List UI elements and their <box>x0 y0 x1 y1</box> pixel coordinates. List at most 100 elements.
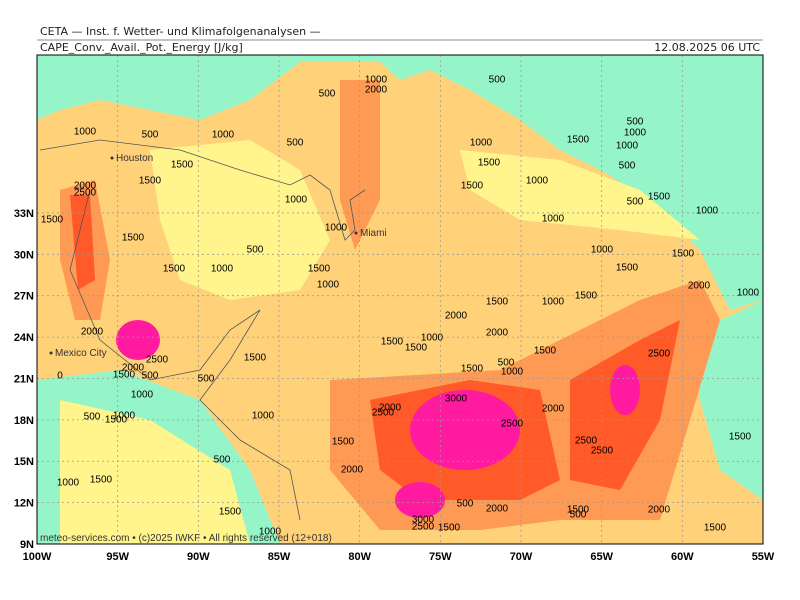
contour-label: 2000 <box>445 311 468 322</box>
contour-label: 2000 <box>341 465 364 476</box>
contour-label: 1000 <box>325 223 348 234</box>
contour-label: 1000 <box>131 390 154 401</box>
contour-label: 1000 <box>501 367 524 378</box>
contour-label: 1500 <box>438 523 461 534</box>
contour-label: 2500 <box>575 436 598 447</box>
contour-label: 500 <box>247 245 264 256</box>
field-magenta <box>410 390 520 470</box>
footer: meteo-services.com • (c)2025 IWKF • All … <box>40 533 332 544</box>
contour-label: 2000 <box>486 504 509 515</box>
lon-tick-label: 60W <box>671 551 694 563</box>
lat-tick-label: 21N <box>14 373 34 385</box>
contour-label: 2500 <box>648 349 671 360</box>
contour-label: 1000 <box>113 411 136 422</box>
lon-tick-label: 90W <box>187 551 210 563</box>
field-yellow <box>460 150 700 240</box>
city-name: Houston <box>116 153 153 164</box>
contour-label: 500 <box>319 89 336 100</box>
contour-label: 1500 <box>332 437 355 448</box>
contour-label: 1000 <box>624 128 647 139</box>
contour-label: 1500 <box>171 160 194 171</box>
contour-label: 2000 <box>688 281 711 292</box>
contour-label: 500 <box>84 412 101 423</box>
contour-label: 1500 <box>163 264 186 275</box>
lat-tick-label: 15N <box>14 456 34 468</box>
contour-label: 500 <box>498 358 515 369</box>
lon-tick-label: 65W <box>590 551 613 563</box>
contour-label: 2500 <box>74 188 97 199</box>
lon-tick-label: 75W <box>429 551 452 563</box>
field-yellow <box>60 400 250 544</box>
contour-label: 1000 <box>74 127 97 138</box>
contour-label: 1500 <box>244 353 267 364</box>
contour-label: 1500 <box>113 370 136 381</box>
contour-label: 2000 <box>379 403 402 414</box>
contour-label: 500 <box>142 371 159 382</box>
contour-label: 500 <box>214 455 231 466</box>
city-dot <box>49 351 53 355</box>
contour-label: 1500 <box>381 337 404 348</box>
contour-label: 1000 <box>285 195 308 206</box>
contour-label: 2500 <box>412 522 435 533</box>
contour-label: 2000 <box>365 85 388 96</box>
contour-label: 2500 <box>372 408 395 419</box>
lon-tick-label: 85W <box>268 551 291 563</box>
contour-label: 1500 <box>90 475 113 486</box>
contour-label: 1500 <box>122 233 145 244</box>
contour-label: 1500 <box>139 176 162 187</box>
contour-label: 500 <box>489 75 506 86</box>
contour-label: 1000 <box>317 280 340 291</box>
field-aqua <box>37 55 763 310</box>
contour-label: 1500 <box>486 297 509 308</box>
city-name: Miami <box>360 228 387 239</box>
contour-label: 2000 <box>74 181 97 192</box>
coastline <box>39 139 366 521</box>
contour-label: 1500 <box>567 505 590 516</box>
contour-label: 1500 <box>534 346 557 357</box>
contour-label: 2000 <box>486 328 509 339</box>
lon-tick-label: 70W <box>510 551 533 563</box>
contour-label: 500 <box>570 510 587 521</box>
lat-tick-label: 12N <box>14 498 34 510</box>
contour-label: 2500 <box>146 355 169 366</box>
contour-label: 1000 <box>470 138 493 149</box>
contour-label: 1000 <box>591 245 614 256</box>
contour-label: 1500 <box>616 263 639 274</box>
contour-label: 2500 <box>591 446 614 457</box>
contour-label: 1500 <box>729 432 752 443</box>
lat-tick-label: 33N <box>14 208 34 220</box>
contour-label: 1000 <box>211 264 234 275</box>
contour-label: 1000 <box>212 130 235 141</box>
contour-label: 1000 <box>737 288 760 299</box>
contour-label: 500 <box>142 130 159 141</box>
lat-tick-label: 9N <box>20 539 34 551</box>
field-name: CAPE_Conv._Avail._Pot._Energy [J/kg] <box>40 41 243 54</box>
contour-label: 1500 <box>704 523 727 534</box>
lon-tick-label: 80W <box>348 551 371 563</box>
city-dot <box>110 156 114 160</box>
contour-label: 1000 <box>365 75 388 86</box>
contour-label: 1500 <box>219 507 242 518</box>
map-frame <box>36 54 764 545</box>
city-name: Mexico City <box>55 348 107 359</box>
contour-label: 1000 <box>542 297 565 308</box>
contour-label: 2500 <box>501 419 524 430</box>
contour-label: 1500 <box>567 135 590 146</box>
contour-label: 1000 <box>421 333 444 344</box>
contour-label: 1500 <box>478 158 501 169</box>
lat-tick-label: 18N <box>14 415 34 427</box>
contour-label: 1500 <box>405 343 428 354</box>
contour-label: 1000 <box>696 206 719 217</box>
contour-label: 1500 <box>575 291 598 302</box>
city-dot <box>354 231 358 235</box>
contour-label: 1000 <box>57 478 80 489</box>
contour-label: 2000 <box>122 363 145 374</box>
contour-label: 2000 <box>81 327 104 338</box>
lat-tick-label: 24N <box>14 332 34 344</box>
field-magenta <box>395 482 445 518</box>
field-magenta <box>116 320 160 360</box>
lon-tick-label: 100W <box>23 551 52 563</box>
field-red <box>70 195 95 290</box>
contour-label: 1500 <box>41 215 64 226</box>
